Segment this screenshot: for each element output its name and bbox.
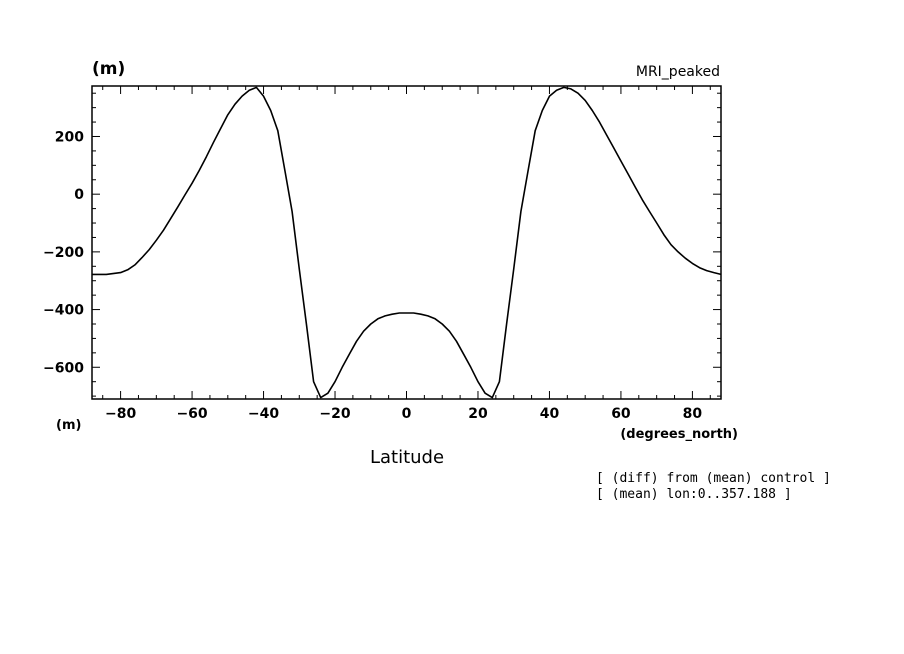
y-unit-label: (m) — [56, 418, 81, 433]
y-tick-label: −400 — [43, 303, 84, 319]
annotation-mean: [ (mean) lon:0..357.188 ] — [596, 487, 792, 502]
x-tick-label: 80 — [683, 406, 703, 422]
x-tick-label: −20 — [319, 406, 350, 422]
axis-ticks — [92, 86, 721, 399]
x-tick-label: 0 — [402, 406, 412, 422]
plot-frame — [91, 85, 722, 400]
x-axis-label: Latitude — [370, 447, 444, 468]
chart-title: MRI_peaked — [636, 64, 720, 80]
x-tick-label: −40 — [248, 406, 279, 422]
x-tick-label: 20 — [468, 406, 488, 422]
x-tick-label: 40 — [540, 406, 560, 422]
x-tick-label: −80 — [105, 406, 136, 422]
y-tick-label: −200 — [43, 245, 84, 261]
y-axis-label: (m) — [92, 59, 125, 79]
x-unit-label: (degrees_north) — [620, 427, 738, 442]
x-tick-label: 60 — [611, 406, 631, 422]
series-line-0 — [92, 86, 722, 399]
series-layer — [92, 86, 722, 399]
annotation-diff: [ (diff) from (mean) control ] — [596, 471, 831, 486]
y-tick-label: 200 — [55, 129, 84, 145]
x-tick-label: −60 — [176, 406, 207, 422]
y-tick-label: −600 — [43, 360, 84, 376]
y-tick-label: 0 — [74, 187, 84, 203]
